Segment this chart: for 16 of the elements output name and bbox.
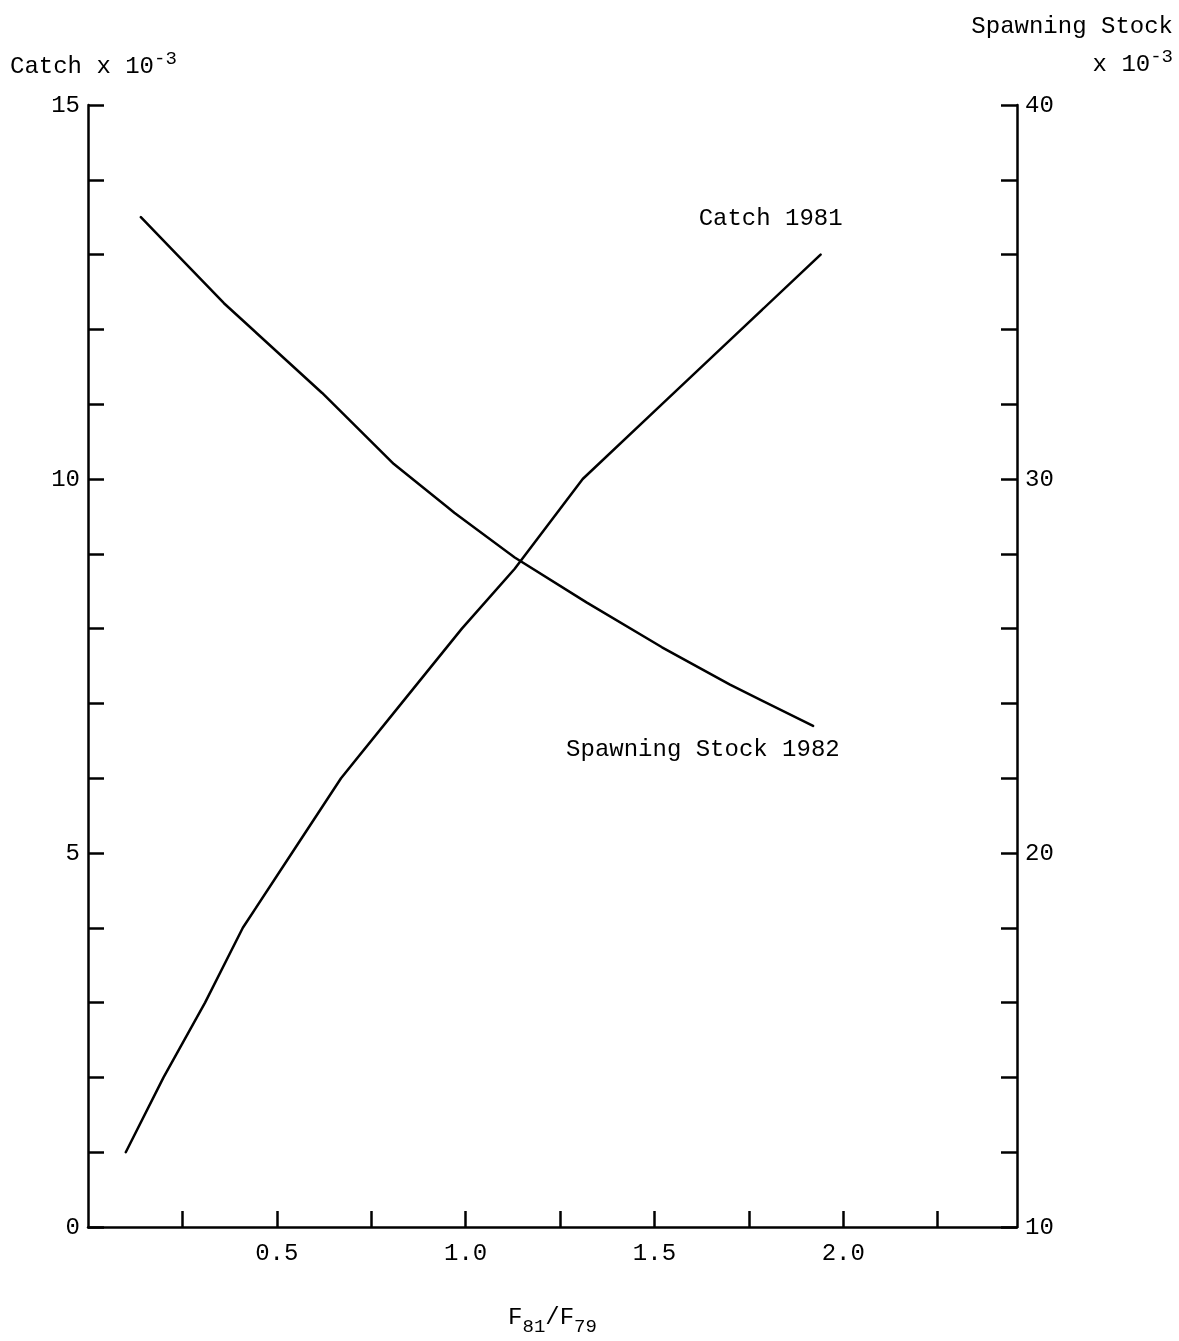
y2-tick-label: 20 [1025, 839, 1054, 867]
y-tick-label: 10 [51, 465, 80, 493]
y2-axis-title: Spawning Stock x 10$^{-3}$ [971, 12, 1173, 80]
y-tick-label: 5 [65, 839, 80, 867]
x-tick-label: 0.5 [255, 1239, 299, 1267]
x-tick-label: 1.0 [444, 1239, 488, 1267]
y-axis-title: Catch x 10$^{-3}$ [10, 47, 177, 82]
y-tick-label: 0 [65, 1213, 80, 1241]
x-tick-label: 1.5 [632, 1239, 677, 1267]
series-label: Spawning Stock 1982 [566, 736, 840, 764]
y2-tick-label: 10 [1025, 1213, 1054, 1241]
x-tick-label: 2.0 [821, 1239, 865, 1267]
y2-tick-label: 30 [1025, 465, 1054, 493]
series-label: Catch 1981 [698, 205, 843, 233]
y-tick-label: 15 [51, 91, 80, 119]
y2-tick-label: 40 [1025, 91, 1054, 119]
